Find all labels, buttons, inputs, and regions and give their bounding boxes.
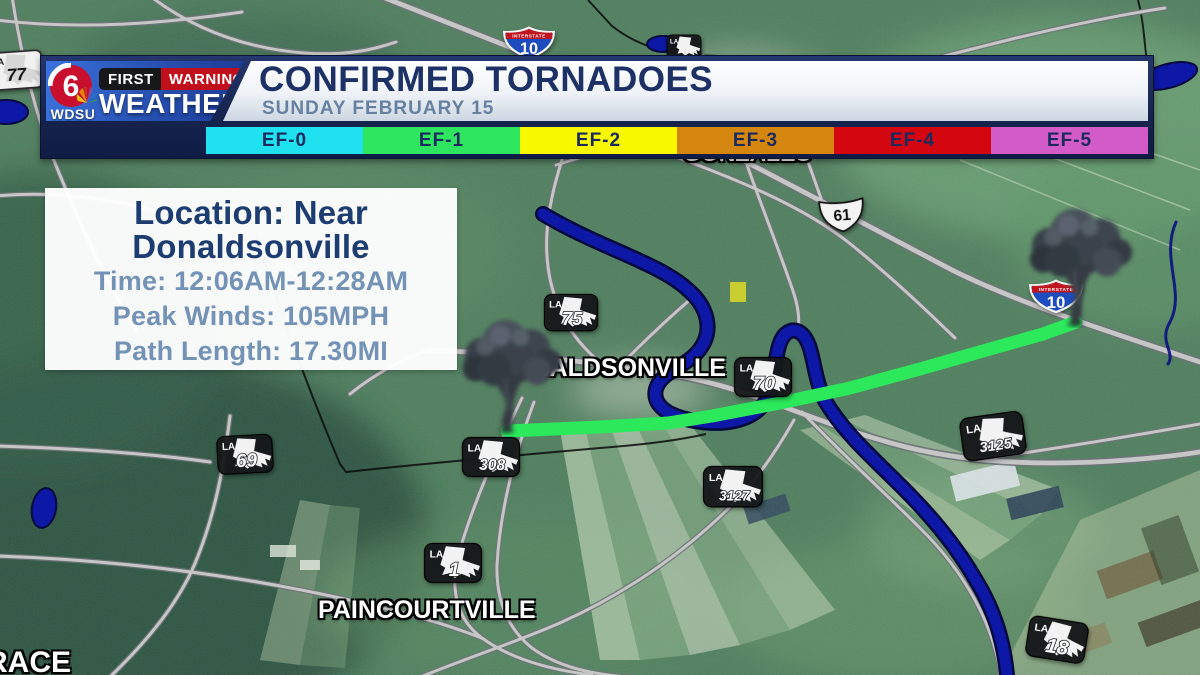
- highway-shield-us-61: 61: [815, 194, 870, 235]
- highway-shield-la-18: LA 18: [1023, 613, 1091, 666]
- svg-text:LA: LA: [0, 57, 5, 68]
- brand-first-label: FIRST: [99, 68, 161, 90]
- svg-text:308: 308: [479, 457, 505, 474]
- channel-number: 6: [63, 70, 80, 103]
- svg-text:10: 10: [1047, 293, 1066, 312]
- city-label-paincourtville: PAINCOURTVILLE: [318, 596, 536, 624]
- legend-item-ef-2: EF-2: [520, 127, 677, 154]
- nbc-peacock-icon: [76, 86, 97, 103]
- svg-text:LA: LA: [965, 423, 981, 437]
- svg-text:LA: LA: [468, 444, 482, 455]
- highway-shield-la-3125: LA 3125: [957, 409, 1029, 464]
- svg-text:10: 10: [520, 40, 538, 58]
- svg-text:LA: LA: [222, 442, 236, 454]
- first-warning-brand: FIRST WARNING »: [99, 68, 244, 90]
- info-detail-line-0: Time: 12:06AM-12:28AM: [93, 266, 409, 296]
- svg-text:LA: LA: [670, 38, 679, 45]
- wdsu-channel-6-logo: 6: [48, 63, 92, 107]
- brand-warning-label: WARNING: [160, 68, 244, 90]
- svg-text:LA: LA: [549, 300, 562, 311]
- svg-text:61: 61: [833, 207, 852, 225]
- highway-shield-i-10: INTERSTATE 10: [502, 26, 556, 59]
- svg-text:LA: LA: [740, 364, 754, 375]
- svg-text:69: 69: [235, 450, 258, 472]
- info-location-line2: Donaldsonville: [132, 228, 370, 265]
- legend-item-ef-4: EF-4: [834, 127, 991, 154]
- legend-item-ef-3: EF-3: [677, 127, 834, 154]
- highway-shield-la-77: LA 77: [0, 48, 45, 93]
- city-label-race: RACE: [0, 646, 72, 675]
- page-subtitle: SUNDAY FEBRUARY 15: [262, 98, 495, 119]
- svg-text:1: 1: [449, 559, 460, 581]
- info-location-line1: Location: Near: [134, 194, 368, 231]
- highway-shield-i-10: INTERSTATE 10: [1028, 279, 1084, 314]
- station-name: WDSU: [50, 106, 96, 122]
- svg-text:3127: 3127: [719, 488, 751, 503]
- info-detail-line-2: Path Length: 17.30MI: [113, 336, 389, 366]
- legend-item-ef-1: EF-1: [363, 127, 520, 154]
- info-detail-line-1: Peak Winds: 105MPH: [112, 301, 390, 331]
- tornado-info-box: Location: Near Donaldsonville Time: 12:0…: [45, 188, 457, 370]
- svg-text:LA: LA: [1034, 622, 1050, 636]
- highway-shield-la-70: LA 70: [733, 356, 793, 398]
- svg-text:LA: LA: [430, 550, 444, 561]
- tornado-icon: [1024, 206, 1140, 328]
- svg-text:LA: LA: [709, 472, 723, 484]
- tornado-icon: [457, 317, 569, 435]
- highway-shield-la-69: LA 69: [215, 433, 275, 477]
- info-details: Time: 12:06AM-12:28AM Peak Winds: 105MPH P…: [45, 264, 457, 369]
- svg-text:18: 18: [1044, 634, 1071, 660]
- svg-text:70: 70: [753, 373, 775, 395]
- ef-scale-legend: EF-0 EF-1 EF-2 EF-3 EF-4 EF-5: [206, 127, 1148, 154]
- highway-shield-la-1: LA 1: [423, 542, 483, 584]
- title-panel: CONFIRMED TORNADOES SUNDAY FEBRUARY 15: [223, 60, 1148, 121]
- svg-text:INTERSTATE: INTERSTATE: [1039, 287, 1074, 293]
- highway-shield-la-75: LA 75: [543, 293, 599, 332]
- page-title: CONFIRMED TORNADOES: [259, 60, 714, 99]
- highway-shield-la-308: LA 308: [461, 436, 521, 478]
- svg-text:3125: 3125: [979, 436, 1014, 456]
- svg-text:INTERSTATE: INTERSTATE: [512, 33, 545, 38]
- station-logo-block: 6 WDSU FIRST WARNING » WEATHER: [46, 61, 244, 121]
- svg-text:77: 77: [6, 64, 28, 85]
- brand-weather-label: WEATHER: [99, 88, 242, 119]
- legend-item-ef-5: EF-5: [991, 127, 1148, 154]
- highway-shield-la-3127: LA 3127: [702, 465, 764, 508]
- tornado-path-track: [500, 315, 1083, 438]
- legend-item-ef-0: EF-0: [206, 127, 363, 154]
- svg-text:75: 75: [562, 308, 583, 329]
- header-banner: 6 WDSU FIRST WARNING » WEATHER CONFIRMED…: [40, 55, 1154, 159]
